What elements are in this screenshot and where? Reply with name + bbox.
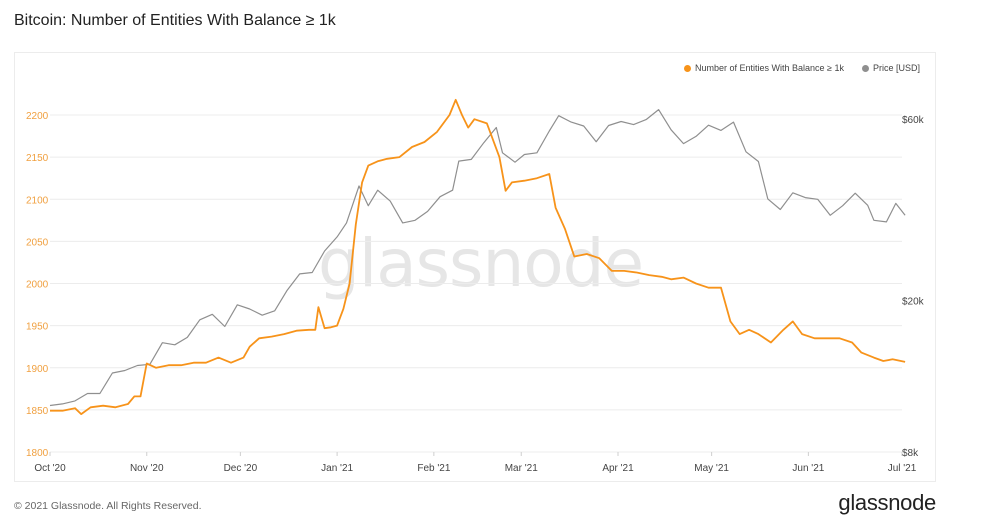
x-tick-label: Dec '20 xyxy=(224,463,258,474)
glassnode-logo: glassnode xyxy=(838,490,936,515)
y-right-tick-label: $60k xyxy=(902,115,925,126)
x-tick-label: May '21 xyxy=(694,463,729,474)
chart-legend: Number of Entities With Balance ≥ 1k Pri… xyxy=(683,63,920,73)
y-left-tick-label: 2000 xyxy=(26,280,49,291)
legend-dot-entities xyxy=(683,64,691,72)
x-tick-label: Nov '20 xyxy=(130,463,164,474)
x-tick-label: Jan '21 xyxy=(321,463,353,474)
chart-panel xyxy=(14,52,936,482)
x-tick-label: Apr '21 xyxy=(602,463,634,474)
watermark: glassnode xyxy=(318,225,644,302)
y-right-tick-label: $20k xyxy=(902,297,925,308)
y-left-tick-label: 1950 xyxy=(26,322,49,333)
y-left-tick-label: 2150 xyxy=(26,153,49,164)
y-left-tick-label: 2050 xyxy=(26,237,49,248)
legend-dot-price xyxy=(861,64,869,72)
legend-label-price: Price [USD] xyxy=(872,63,920,73)
chart-title: Bitcoin: Number of Entities With Balance… xyxy=(14,12,336,29)
legend-item-price[interactable]: Price [USD] xyxy=(861,63,920,73)
x-tick-label: Mar '21 xyxy=(505,463,538,474)
y-left-tick-label: 2200 xyxy=(26,111,49,122)
y-right-tick-label: $8k xyxy=(902,448,919,459)
x-tick-label: Feb '21 xyxy=(417,463,450,474)
y-left-tick-label: 1850 xyxy=(26,406,49,417)
x-tick-label: Oct '20 xyxy=(34,463,66,474)
y-left-tick-label: 1900 xyxy=(26,364,49,375)
legend-label-entities: Number of Entities With Balance ≥ 1k xyxy=(694,63,844,73)
x-tick-label: Jun '21 xyxy=(792,463,824,474)
y-left-tick-label: 1800 xyxy=(26,448,49,459)
copyright-footer: © 2021 Glassnode. All Rights Reserved. xyxy=(14,500,202,512)
price-series-line xyxy=(49,109,906,407)
x-tick-label: Jul '21 xyxy=(888,463,917,474)
legend-item-entities[interactable]: Number of Entities With Balance ≥ 1k xyxy=(683,63,844,73)
y-left-tick-label: 2100 xyxy=(26,195,49,206)
entities-series-line xyxy=(50,98,906,415)
